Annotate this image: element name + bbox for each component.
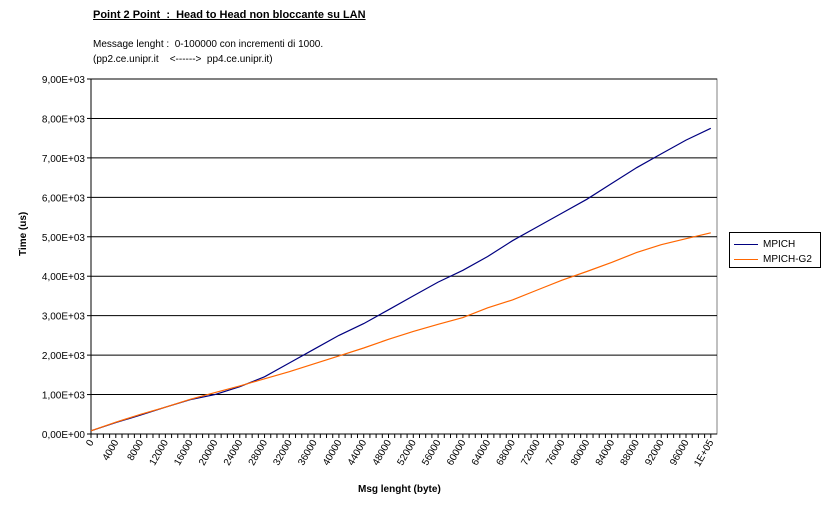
- y-tick-label: 9,00E+03: [42, 75, 86, 86]
- legend-swatch-mpich: [734, 243, 758, 245]
- chart-subtitle-line-1: Message lenght : 0-100000 con incrementi…: [93, 39, 324, 50]
- x-tick-label: 36000: [296, 438, 320, 468]
- y-tick-label: 7,00E+03: [42, 154, 86, 165]
- y-tick-label: 1,00E+03: [42, 391, 86, 402]
- series-line-mpich: [90, 127, 712, 432]
- chart-subtitle-line-2: (pp2.ce.unipr.it <------> pp4.ce.unipr.i…: [93, 54, 273, 65]
- x-tick-label: 92000: [643, 438, 667, 468]
- legend-label-mpich-g2: MPICH-G2: [763, 253, 812, 265]
- x-axis-label: Msg lenght (byte): [358, 484, 441, 495]
- x-tick-label: 68000: [495, 438, 519, 468]
- x-tick-label: 24000: [222, 438, 246, 468]
- y-tick-label: 2,00E+03: [42, 351, 86, 362]
- x-tick-label: 80000: [569, 438, 593, 468]
- series-line-mpich-g2: [90, 232, 711, 432]
- x-tick-label: 40000: [321, 438, 345, 468]
- y-tick-label: 5,00E+03: [42, 233, 86, 244]
- x-tick-label: 44000: [346, 438, 370, 468]
- x-tick-label: 72000: [519, 438, 543, 468]
- y-tick-label: 3,00E+03: [42, 312, 86, 323]
- x-tick-label: 32000: [272, 438, 296, 468]
- x-tick-label: 1E+05: [692, 438, 716, 469]
- x-tick-label: 48000: [371, 438, 395, 468]
- x-tick-label: 76000: [544, 438, 568, 468]
- x-tick-label: 52000: [395, 438, 419, 468]
- chart-title: Point 2 Point : Head to Head non bloccan…: [93, 9, 366, 21]
- y-tick-label: 6,00E+03: [42, 193, 86, 204]
- y-tick-label: 4,00E+03: [42, 272, 86, 283]
- x-tick-label: 56000: [420, 438, 444, 468]
- y-tick-label: 8,00E+03: [42, 114, 86, 125]
- x-tick-label: 84000: [594, 438, 618, 468]
- y-axis-label: Time (us): [18, 211, 29, 256]
- x-tick-label: 60000: [445, 438, 469, 468]
- y-tick-label: 0,00E+00: [42, 430, 86, 441]
- x-tick-label: 20000: [197, 438, 221, 468]
- x-tick-label: 88000: [619, 438, 643, 468]
- legend-label-mpich: MPICH: [763, 238, 796, 250]
- x-tick-label: 4000: [101, 438, 122, 463]
- x-tick-label: 0: [84, 438, 97, 449]
- x-tick-label: 96000: [668, 438, 692, 468]
- legend-item-mpich: MPICH: [734, 238, 795, 250]
- chart-legend: MPICH MPICH-G2: [729, 232, 821, 268]
- legend-item-mpich-g2: MPICH-G2: [734, 253, 812, 265]
- legend-swatch-mpich-g2: [734, 258, 758, 260]
- x-tick-label: 64000: [470, 438, 494, 468]
- x-tick-label: 8000: [126, 438, 147, 463]
- x-tick-label: 16000: [172, 438, 196, 468]
- x-tick-label: 28000: [247, 438, 271, 468]
- plot-area: [90, 78, 718, 435]
- x-tick-label: 12000: [148, 438, 172, 468]
